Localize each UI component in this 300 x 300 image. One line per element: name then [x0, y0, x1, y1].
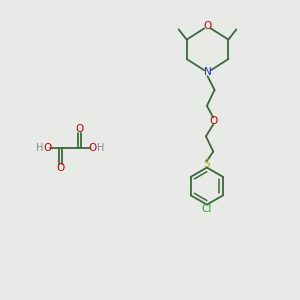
Text: Cl: Cl [202, 204, 212, 214]
Text: S: S [204, 159, 210, 170]
Text: O: O [76, 124, 84, 134]
Text: H: H [97, 143, 104, 153]
Text: O: O [89, 143, 97, 153]
Text: O: O [203, 21, 212, 31]
Text: O: O [209, 116, 218, 126]
Text: N: N [204, 67, 212, 77]
Text: H: H [36, 143, 44, 153]
Text: O: O [56, 163, 64, 172]
Text: O: O [43, 143, 52, 153]
